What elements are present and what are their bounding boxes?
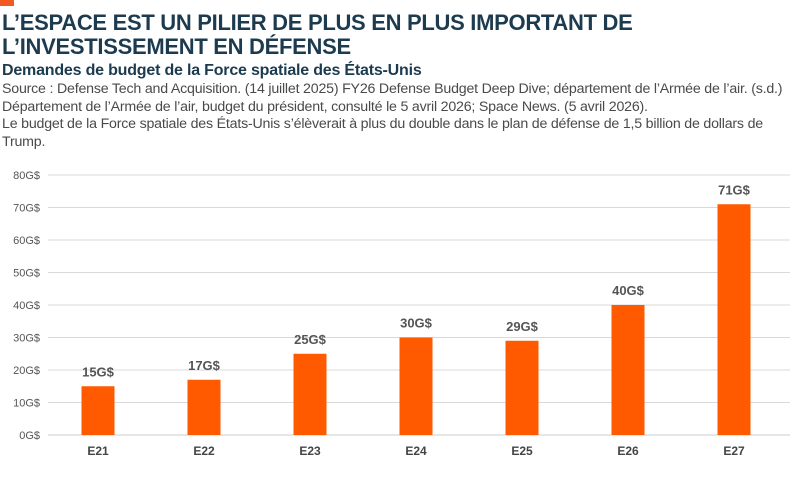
bar	[81, 386, 115, 435]
bars	[81, 204, 751, 435]
x-tick-label: E27	[723, 444, 745, 458]
x-axis: E21 E22 E23 E24 E25 E26 E27	[87, 444, 745, 458]
data-label: 15G$	[82, 364, 115, 379]
x-tick-label: E25	[511, 444, 533, 458]
y-tick-label: 30G$	[13, 333, 40, 345]
data-label: 29G$	[506, 319, 539, 334]
chart-title: L’ESPACE EST UN PILIER DE PLUS EN PLUS I…	[2, 10, 633, 59]
data-label: 40G$	[612, 283, 645, 298]
y-tick-label: 40G$	[13, 300, 40, 312]
x-tick-label: E21	[87, 444, 109, 458]
x-tick-label: E22	[193, 444, 215, 458]
source-note: Source : Defense Tech and Acquisition. (…	[2, 81, 798, 151]
data-label: 71G$	[718, 182, 751, 197]
data-label: 25G$	[294, 332, 327, 347]
x-tick-label: E24	[405, 444, 427, 458]
bar	[611, 305, 645, 435]
data-labels: 15G$ 17G$ 25G$ 30G$ 29G$ 40G$ 71G$	[82, 182, 751, 379]
y-tick-label: 60G$	[13, 235, 40, 247]
data-label: 17G$	[188, 358, 221, 373]
y-tick-label: 50G$	[13, 268, 40, 280]
accent-bar	[0, 0, 14, 6]
y-tick-label: 80G$	[13, 170, 40, 182]
y-tick-label: 70G$	[13, 203, 40, 215]
y-tick-label: 0G$	[19, 430, 40, 442]
bar	[505, 340, 539, 435]
x-tick-label: E26	[617, 444, 639, 458]
bar	[717, 204, 751, 435]
bar	[187, 379, 221, 435]
x-tick-label: E23	[299, 444, 321, 458]
bar	[399, 337, 433, 435]
data-label: 30G$	[400, 316, 433, 331]
bar	[293, 353, 327, 435]
y-tick-label: 10G$	[13, 398, 40, 410]
source-text: Source : Defense Tech and Acquisition. (…	[2, 81, 783, 115]
chart-subtitle: Demandes de budget de la Force spatiale …	[2, 62, 422, 79]
y-axis: 0G$ 10G$ 20G$ 30G$ 40G$ 50G$ 60G$ 70G$ 80G$	[13, 170, 40, 442]
y-tick-label: 20G$	[13, 365, 40, 377]
caption-text: Le budget de la Force spatiale des États…	[2, 116, 763, 150]
